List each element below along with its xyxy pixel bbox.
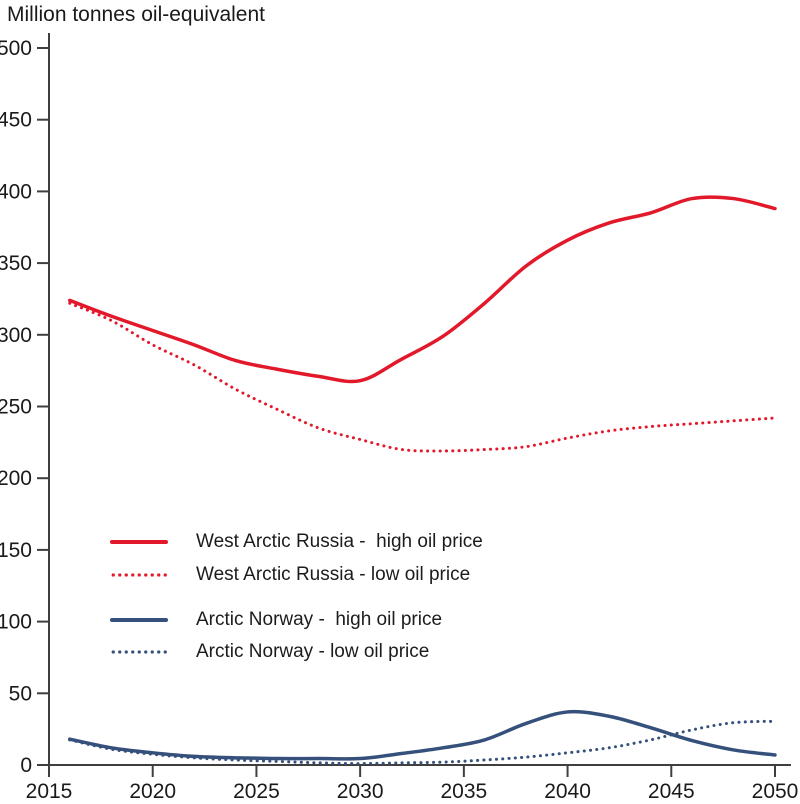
y-tick-label: 300 [0, 324, 32, 347]
y-tick-label: 450 [0, 109, 32, 132]
x-tick-label: 2040 [544, 780, 591, 803]
chart-title: Million tonnes oil-equivalent [7, 3, 265, 26]
y-tick-label: 100 [0, 611, 32, 634]
x-tick-label: 2035 [440, 780, 487, 803]
y-tick-label: 200 [0, 467, 32, 490]
x-tick-label: 2025 [233, 780, 280, 803]
y-tick-label: 500 [0, 37, 32, 60]
series-arctic-norway-low-line [68, 719, 777, 766]
y-tick-label: 0 [20, 754, 32, 777]
y-tick-label: 400 [0, 180, 32, 203]
series-west-arctic-russia-low-line [68, 301, 777, 453]
series-arctic-norway-high-line [67, 709, 777, 761]
y-tick-label: 150 [0, 539, 32, 562]
y-tick-label: 250 [0, 396, 32, 419]
x-tick-label: 2050 [752, 780, 799, 803]
x-tick-label: 2020 [129, 780, 176, 803]
series-west-arctic-russia-high-line [67, 195, 777, 384]
y-tick-label: 350 [0, 252, 32, 275]
x-tick-label: 2030 [337, 780, 384, 803]
x-tick-label: 2015 [26, 780, 73, 803]
x-tick-label: 2045 [648, 780, 695, 803]
y-tick-label: 50 [9, 682, 32, 705]
